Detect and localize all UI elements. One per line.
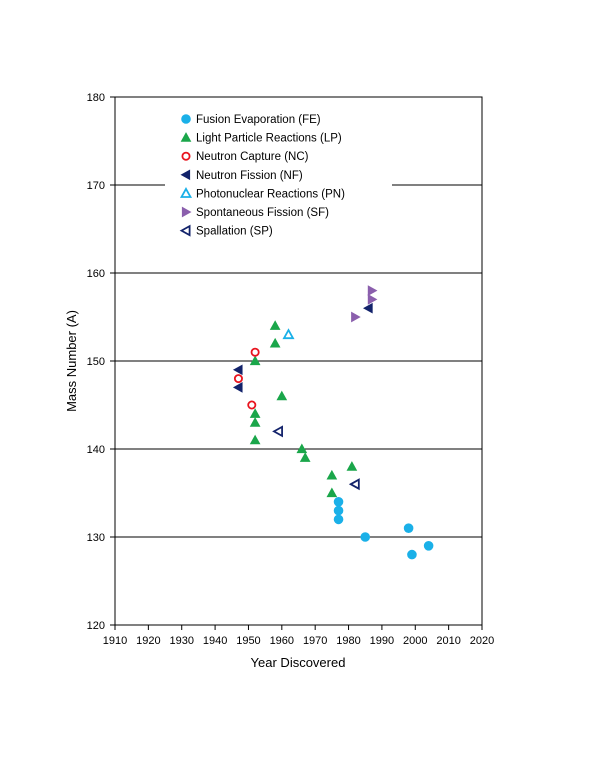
x-tick-label: 1960 [270, 635, 294, 647]
data-point [250, 347, 260, 357]
y-tick-label: 180 [87, 92, 105, 104]
legend-label: Neutron Fission (NF) [196, 170, 303, 182]
y-tick-label: 120 [87, 620, 105, 632]
legend-label: Light Particle Reactions (LP) [196, 133, 342, 145]
x-tick-label: 1990 [370, 635, 394, 647]
data-point [346, 461, 358, 471]
data-point [423, 541, 434, 551]
data-point [407, 549, 417, 560]
data-point [269, 320, 281, 330]
x-axis-title: Year Discovered [251, 655, 346, 670]
data-point [363, 302, 373, 314]
data-points [232, 285, 434, 560]
legend-marker [180, 132, 192, 142]
data-point [249, 417, 261, 427]
x-tick-label: 2020 [470, 635, 494, 647]
y-axis-ticks: 120 130 140 150 160 170 180 [87, 92, 115, 632]
data-point [269, 337, 281, 348]
legend-marker [181, 206, 192, 218]
x-tick-label: 1950 [236, 635, 260, 647]
x-tick-label: 1920 [136, 635, 160, 647]
data-point [333, 514, 344, 525]
legend-marker [179, 224, 191, 237]
legend-label: Spontaneous Fission (SF) [196, 207, 329, 219]
gridlines [115, 184, 482, 538]
data-point [276, 390, 288, 401]
x-tick-label: 1970 [303, 635, 327, 647]
y-tick-label: 140 [87, 444, 105, 456]
x-tick-label: 1980 [336, 635, 360, 647]
data-point [403, 523, 414, 534]
y-tick-label: 170 [87, 180, 105, 192]
data-point [333, 505, 344, 516]
x-tick-label: 2010 [436, 635, 460, 647]
legend-label: Fusion Evaporation (FE) [196, 114, 321, 126]
legend-label: Spallation (SP) [196, 226, 273, 238]
legend-marker [181, 114, 191, 124]
y-tick-label: 130 [87, 532, 105, 544]
data-point [232, 382, 243, 393]
data-point [247, 400, 257, 410]
data-point [351, 311, 361, 323]
x-tick-label: 2000 [403, 635, 427, 647]
data-point [249, 434, 261, 445]
data-point [272, 425, 283, 438]
x-axis-ticks: 1910 1920 1930 1940 1950 1960 1970 1980 1990 2000… [103, 625, 494, 647]
data-point [333, 497, 344, 507]
data-point [232, 364, 243, 376]
x-tick-label: 1910 [103, 635, 127, 647]
data-point [282, 328, 295, 340]
y-tick-label: 150 [87, 356, 105, 368]
data-point [296, 443, 308, 454]
legend-marker [179, 187, 193, 198]
legend-marker [180, 169, 191, 181]
data-point [367, 294, 378, 305]
data-point [326, 469, 338, 480]
x-tick-label: 1940 [203, 635, 227, 647]
data-point [249, 355, 261, 366]
data-point [233, 374, 243, 384]
y-tick-label: 160 [87, 268, 105, 280]
legend-label: Neutron Capture (NC) [196, 151, 309, 163]
data-point [360, 532, 371, 542]
x-tick-label: 1930 [169, 635, 193, 647]
data-point [299, 452, 311, 462]
data-point [367, 285, 378, 296]
y-axis-title: Mass Number (A) [64, 310, 79, 412]
legend-marker [181, 151, 191, 161]
data-point [326, 487, 338, 498]
legend-label: Photonuclear Reactions (PN) [196, 188, 345, 200]
legend: Fusion Evaporation (FE) Light Particle Re… [179, 114, 345, 238]
data-point [348, 478, 360, 491]
